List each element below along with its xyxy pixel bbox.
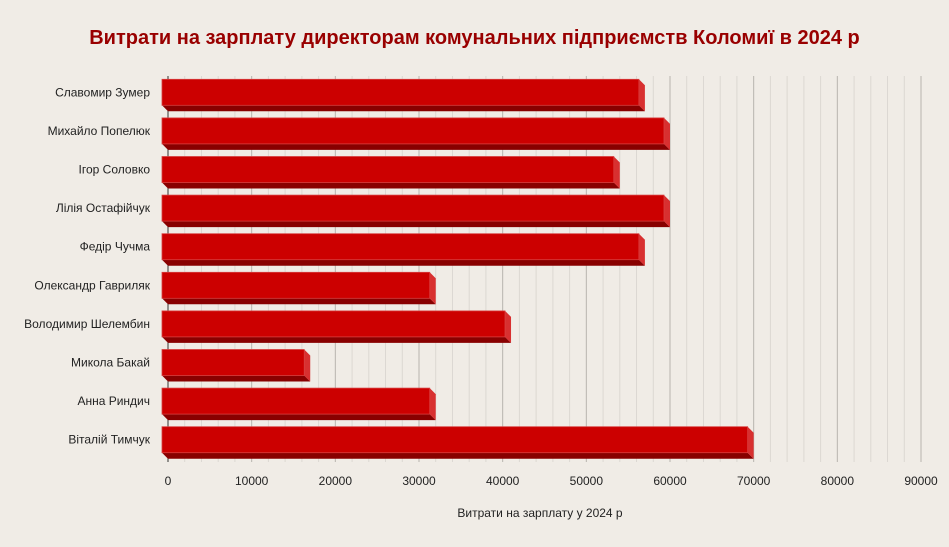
bar-side-face — [613, 156, 620, 189]
bar-side-face — [638, 233, 645, 266]
bar — [161, 426, 749, 454]
bar-side-face — [747, 426, 754, 459]
bar-bottom-face — [162, 298, 436, 305]
bar — [161, 156, 615, 183]
bar-side-face — [429, 388, 436, 421]
bar-side-face — [664, 195, 670, 228]
bar-bottom-face — [162, 452, 754, 459]
bar — [161, 194, 665, 222]
bar-bottom-face — [162, 414, 436, 421]
x-axis-label: Витрати на зарплату у 2024 р — [457, 506, 623, 520]
bar — [161, 78, 640, 106]
y-tick-label: Лілія Остафійчук — [56, 201, 151, 215]
x-tick-label: 40000 — [486, 474, 520, 488]
bar-side-face — [664, 117, 670, 150]
bar-side-face — [638, 79, 645, 112]
bar-bottom-face — [162, 221, 670, 228]
bar — [161, 349, 305, 376]
y-tick-label: Володимир Шелембин — [24, 317, 150, 331]
x-tick-label: 80000 — [821, 474, 855, 488]
chart-title: Витрати на зарплату директорам комунальн… — [89, 27, 860, 49]
bar-bottom-face — [162, 143, 670, 150]
bar — [161, 271, 431, 299]
x-tick-label: 50000 — [570, 474, 604, 488]
bar-side-face — [304, 349, 311, 382]
bar — [161, 117, 665, 145]
y-tick-label: Анна Риндич — [77, 394, 150, 408]
x-tick-label: 70000 — [737, 474, 771, 488]
y-tick-label: Михайло Попелюк — [48, 124, 151, 138]
bar-side-face — [505, 310, 512, 343]
x-tick-label: 90000 — [904, 474, 938, 488]
bar — [161, 387, 431, 415]
bar-side-face — [429, 272, 436, 305]
bar — [161, 310, 506, 338]
y-tick-label: Олександр Гавриляк — [34, 278, 150, 292]
y-tick-label: Ігор Соловко — [79, 163, 151, 177]
bar — [161, 233, 640, 261]
x-tick-label: 30000 — [402, 474, 436, 488]
y-tick-label: Славомир Зумер — [55, 85, 150, 99]
bar-bottom-face — [162, 182, 620, 189]
bar-bottom-face — [162, 375, 311, 382]
x-tick-label: 60000 — [653, 474, 687, 488]
x-tick-label: 0 — [165, 474, 172, 488]
y-tick-label: Микола Бакай — [71, 356, 150, 370]
y-tick-label: Федір Чучма — [80, 240, 151, 254]
y-tick-label: Віталій Тимчук — [68, 433, 150, 447]
bar-bottom-face — [162, 336, 512, 343]
x-tick-label: 20000 — [319, 474, 353, 488]
bar-bottom-face — [162, 259, 645, 266]
bar-bottom-face — [162, 105, 645, 112]
x-tick-label: 10000 — [235, 474, 269, 488]
